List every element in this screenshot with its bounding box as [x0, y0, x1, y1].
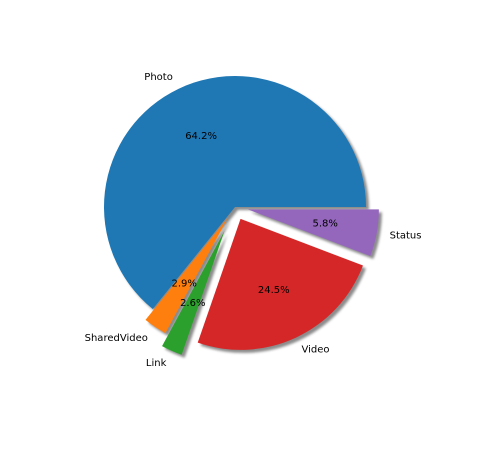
slice-sharedvideo — [145, 217, 228, 334]
slice-labels: Photo SharedVideo Link Video Status — [85, 72, 422, 369]
slice-label-video: Video — [301, 344, 329, 355]
slice-status — [247, 209, 379, 257]
percent-label-status: 5.8% — [312, 219, 337, 230]
slice-label-link: Link — [146, 358, 167, 369]
slice-label-sharedvideo: SharedVideo — [85, 333, 148, 344]
slice-photo — [103, 76, 366, 309]
percent-label-video: 24.5% — [258, 285, 290, 296]
percent-label-photo: 64.2% — [185, 131, 217, 142]
percent-label-sharedvideo: 2.9% — [171, 278, 196, 289]
slice-label-photo: Photo — [144, 72, 173, 83]
percent-label-link: 2.6% — [180, 298, 205, 309]
slice-label-status: Status — [390, 230, 422, 241]
percent-labels: 64.2% 2.9% 2.6% 24.5% 5.8% — [171, 131, 337, 309]
slices — [103, 76, 379, 355]
slice-video — [197, 218, 363, 350]
slice-link — [162, 230, 225, 355]
